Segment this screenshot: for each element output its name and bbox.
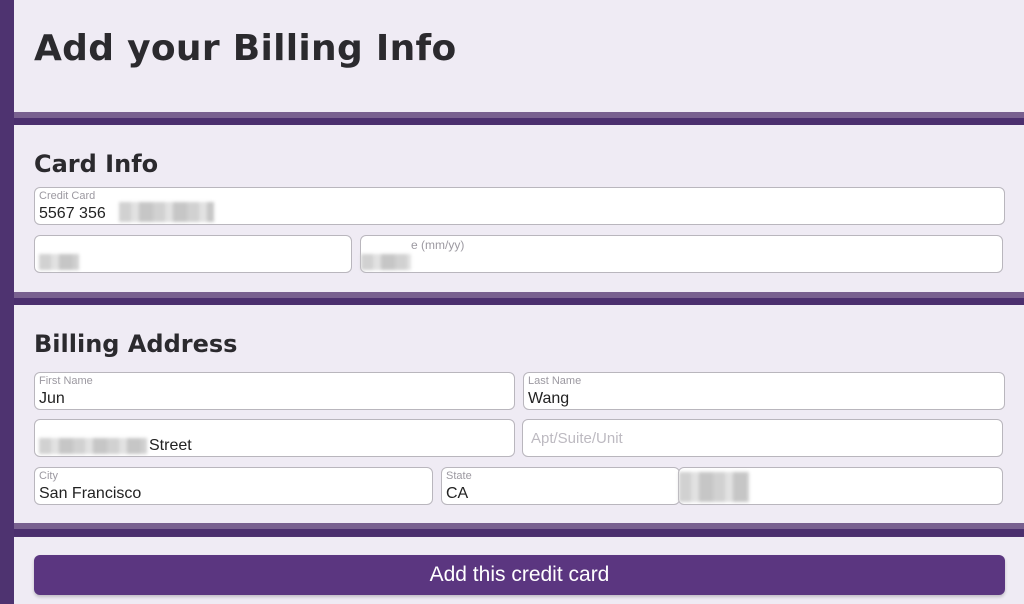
credit-card-value: 5567 356 xyxy=(39,205,106,222)
divider xyxy=(14,112,1024,125)
street-field[interactable]: Street xyxy=(34,419,515,457)
apt-field[interactable]: Apt/Suite/Unit xyxy=(522,419,1003,457)
card-info-heading: Card Info xyxy=(34,150,159,178)
state-label: State xyxy=(446,470,472,482)
first-name-value: Jun xyxy=(39,390,65,407)
redacted-area xyxy=(361,254,411,270)
state-field[interactable]: State CA xyxy=(441,467,680,505)
divider xyxy=(14,292,1024,305)
credit-card-label: Credit Card xyxy=(39,190,96,202)
city-label: City xyxy=(39,470,58,482)
expiration-field[interactable]: e (mm/yy) xyxy=(360,235,1003,273)
redacted-area xyxy=(39,438,147,454)
street-value: Street xyxy=(149,437,192,454)
redacted-area xyxy=(119,202,214,222)
city-field[interactable]: City San Francisco xyxy=(34,467,433,505)
last-name-label: Last Name xyxy=(528,375,582,387)
header-panel xyxy=(14,0,1024,112)
redacted-area xyxy=(679,472,749,502)
page-title: Add your Billing Info xyxy=(34,28,457,69)
expiration-label: e (mm/yy) xyxy=(411,238,465,252)
city-value: San Francisco xyxy=(39,485,142,502)
redacted-area xyxy=(39,254,79,270)
apt-placeholder: Apt/Suite/Unit xyxy=(531,430,623,447)
last-name-value: Wang xyxy=(528,390,570,407)
credit-card-field[interactable]: Credit Card 5567 356 xyxy=(34,187,1005,225)
add-credit-card-button[interactable]: Add this credit card xyxy=(34,555,1005,595)
zip-field[interactable] xyxy=(678,467,1003,505)
first-name-field[interactable]: First Name Jun xyxy=(34,372,515,410)
state-value: CA xyxy=(446,485,469,502)
billing-address-heading: Billing Address xyxy=(34,330,238,358)
divider xyxy=(14,523,1024,536)
last-name-field[interactable]: Last Name Wang xyxy=(523,372,1005,410)
first-name-label: First Name xyxy=(39,375,93,387)
name-on-card-field[interactable] xyxy=(34,235,352,273)
